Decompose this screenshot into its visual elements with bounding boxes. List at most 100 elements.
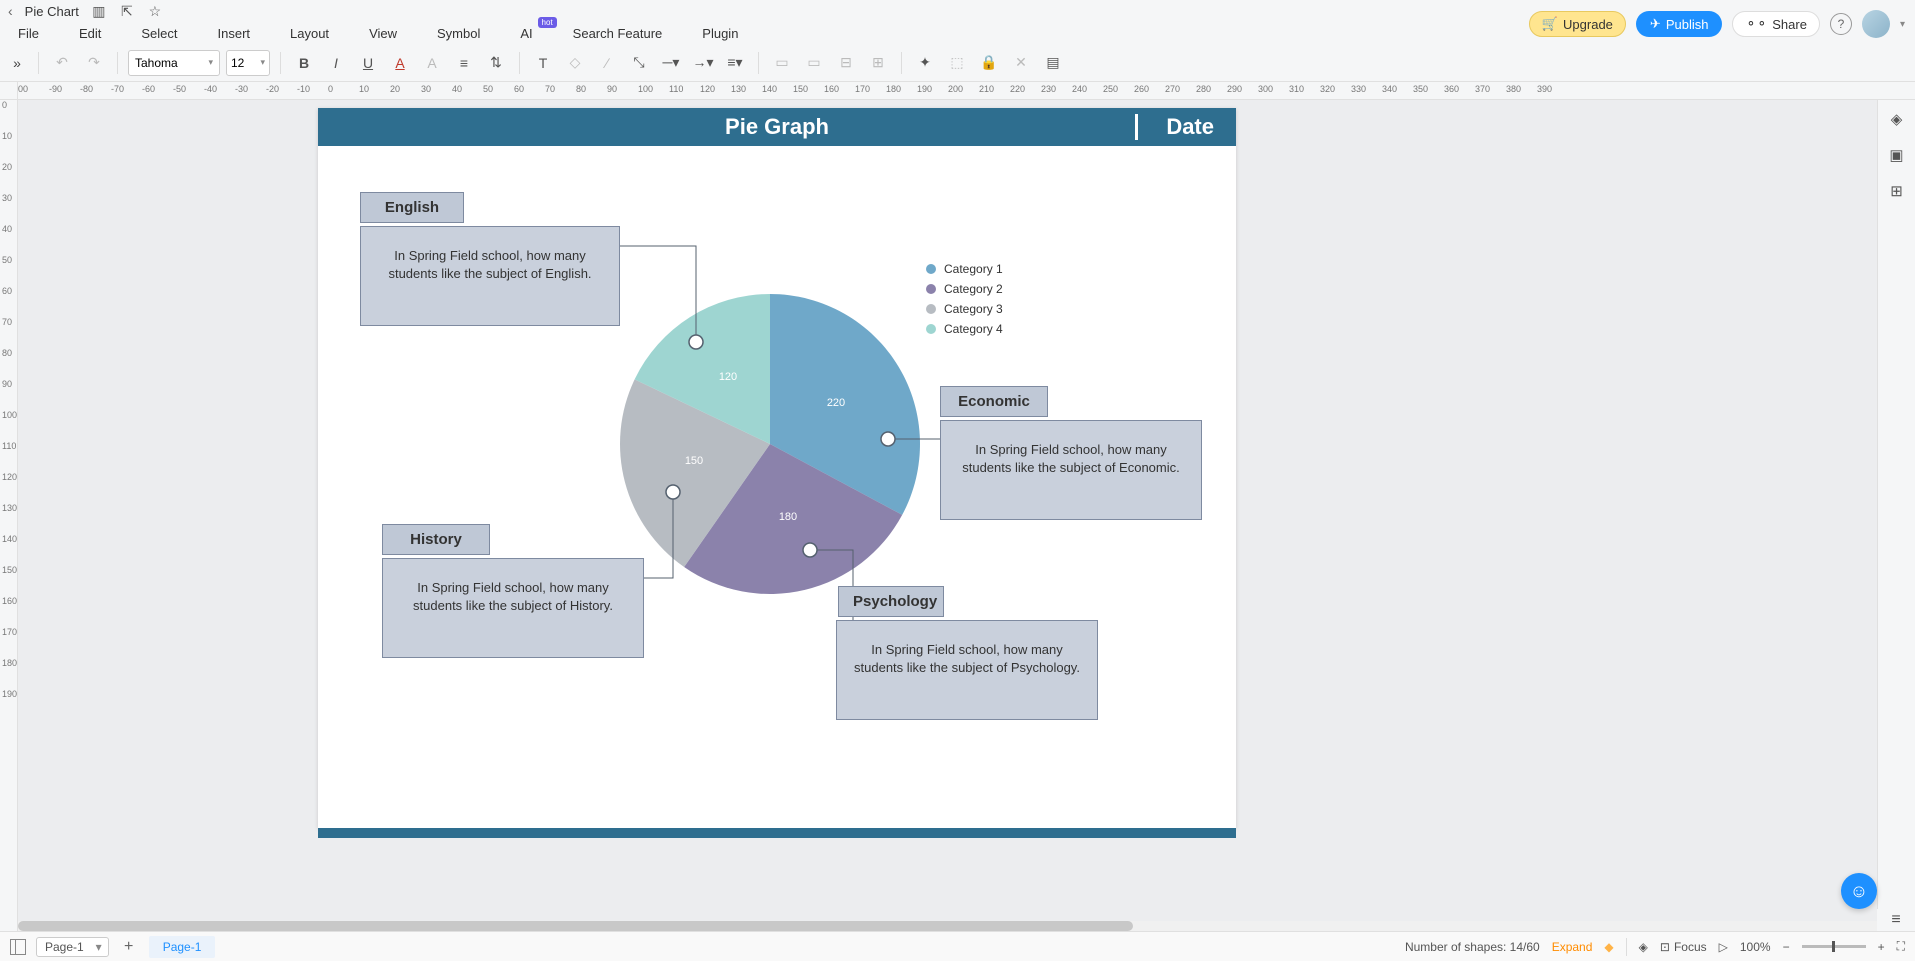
canvas[interactable]: Pie Graph Date 220180150120 Category 1Ca…	[18, 100, 1877, 931]
menu-layout[interactable]: Layout	[284, 24, 335, 43]
callout-body-psychology[interactable]: In Spring Field school, how many student…	[836, 620, 1098, 720]
send-back-icon[interactable]: ▭	[801, 50, 827, 76]
right-sidebar: ◈ ▣ ⊞	[1877, 100, 1915, 931]
zoom-level[interactable]: 100%	[1740, 940, 1771, 954]
callout-title-economic[interactable]: Economic	[940, 386, 1048, 417]
page-title: Pie Graph	[725, 114, 829, 140]
focus-icon: ⊡	[1660, 940, 1670, 954]
upgrade-button[interactable]: 🛒Upgrade	[1529, 11, 1626, 37]
cursor-tool-icon[interactable]: ◈	[1886, 108, 1908, 130]
fullscreen-icon[interactable]: ⛶	[1897, 939, 1905, 954]
menu-symbol[interactable]: Symbol	[431, 24, 486, 43]
page[interactable]: Pie Graph Date 220180150120 Category 1Ca…	[318, 108, 1236, 828]
horizontal-scrollbar[interactable]	[18, 921, 1877, 931]
user-avatar[interactable]	[1862, 10, 1890, 38]
menu-insert[interactable]: Insert	[212, 24, 257, 43]
pie-value-label: 150	[685, 455, 703, 467]
callout-title-english[interactable]: English	[360, 192, 464, 223]
shapes-panel-icon[interactable]: ▣	[1886, 144, 1908, 166]
share-label: Share	[1772, 17, 1807, 32]
zoom-slider[interactable]	[1802, 945, 1866, 948]
export-icon[interactable]: ⇱	[119, 3, 135, 20]
arrow-style-icon[interactable]: →▾	[690, 50, 716, 76]
legend-color-icon	[926, 324, 936, 334]
back-icon[interactable]: ‹	[8, 3, 13, 19]
user-menu-caret-icon[interactable]: ▾	[1900, 19, 1905, 30]
legend-color-icon	[926, 264, 936, 274]
layers-icon[interactable]: ◈	[1639, 940, 1648, 954]
effects-icon[interactable]: ✦	[912, 50, 938, 76]
save-icon[interactable]: ▥	[91, 3, 107, 20]
publish-button[interactable]: ✈Publish	[1636, 11, 1723, 37]
italic-icon[interactable]: I	[323, 50, 349, 76]
toolbar: » ↶ ↷ Tahoma▾ 12▾ B I U A A ≡ ⇅ T ◇ ∕ ⤡ …	[0, 44, 1915, 82]
focus-mode[interactable]: ⊡ Focus	[1660, 940, 1707, 954]
line-weight-icon[interactable]: ≡▾	[722, 50, 748, 76]
align-icon[interactable]: ≡	[451, 50, 477, 76]
bottom-bar: Page-1 + Page-1 Number of shapes: 14/60 …	[0, 931, 1915, 961]
publish-label: Publish	[1666, 17, 1709, 32]
callout-body-economic[interactable]: In Spring Field school, how many student…	[940, 420, 1202, 520]
legend-item: Category 1	[926, 262, 1003, 276]
callout-body-english[interactable]: In Spring Field school, how many student…	[360, 226, 620, 326]
expand-panel-icon[interactable]: »	[6, 52, 28, 74]
legend-label: Category 1	[944, 262, 1003, 276]
legend-item: Category 2	[926, 282, 1003, 296]
crop-icon[interactable]: ⬚	[944, 50, 970, 76]
underline-icon[interactable]: U	[355, 50, 381, 76]
font-size-select[interactable]: 12▾	[226, 50, 270, 76]
menu-edit[interactable]: Edit	[73, 24, 107, 43]
callout-title-history[interactable]: History	[382, 524, 490, 555]
lock-icon[interactable]: 🔒	[976, 50, 1002, 76]
pie-value-label: 220	[827, 397, 845, 409]
bold-icon[interactable]: B	[291, 50, 317, 76]
collapse-panel-icon[interactable]: ≡	[1877, 909, 1915, 931]
connector-icon[interactable]: ⤡	[626, 50, 652, 76]
redo-icon[interactable]: ↷	[81, 50, 107, 76]
undo-icon[interactable]: ↶	[49, 50, 75, 76]
legend-label: Category 3	[944, 302, 1003, 316]
distribute-icon[interactable]: ⊞	[865, 50, 891, 76]
share-button[interactable]: ⚬⚬Share	[1732, 11, 1820, 37]
text-tool-icon[interactable]: T	[530, 50, 556, 76]
expand-link[interactable]: Expand	[1552, 940, 1593, 954]
font-select[interactable]: Tahoma▾	[128, 50, 220, 76]
callout-title-psychology[interactable]: Psychology	[838, 586, 944, 617]
help-icon[interactable]: ?	[1830, 13, 1852, 35]
page-select[interactable]: Page-1	[36, 937, 109, 957]
menu-search-feature[interactable]: Search Feature	[567, 24, 669, 43]
bring-front-icon[interactable]: ▭	[769, 50, 795, 76]
legend-item: Category 3	[926, 302, 1003, 316]
fill-icon[interactable]: ◇	[562, 50, 588, 76]
chat-assistant-icon[interactable]: ☺	[1841, 873, 1877, 909]
connector-dot	[666, 485, 680, 499]
font-size: 12	[231, 56, 244, 70]
page-date: Date	[1166, 114, 1214, 140]
presentation-icon[interactable]: ▷	[1719, 940, 1728, 954]
menu-ai[interactable]: AIhot	[514, 24, 538, 43]
panel-icon[interactable]: ▤	[1040, 50, 1066, 76]
menu-select[interactable]: Select	[135, 24, 183, 43]
zoom-in-icon[interactable]: +	[1878, 940, 1885, 954]
scrollbar-thumb[interactable]	[18, 921, 1133, 931]
font-color-icon[interactable]: A	[387, 50, 413, 76]
highlight-icon[interactable]: A	[419, 50, 445, 76]
callout-body-history[interactable]: In Spring Field school, how many student…	[382, 558, 644, 658]
page-layout-icon[interactable]	[10, 939, 26, 955]
line-color-icon[interactable]: ∕	[594, 50, 620, 76]
page-tab[interactable]: Page-1	[149, 936, 216, 958]
menu-view[interactable]: View	[363, 24, 403, 43]
grid-panel-icon[interactable]: ⊞	[1886, 180, 1908, 202]
align-objects-icon[interactable]: ⊟	[833, 50, 859, 76]
diamond-icon: ◆	[1604, 940, 1613, 954]
line-style-icon[interactable]: ─▾	[658, 50, 684, 76]
legend: Category 1Category 2Category 3Category 4	[926, 262, 1003, 342]
menu-plugin[interactable]: Plugin	[696, 24, 744, 43]
tools-icon[interactable]: ✕	[1008, 50, 1034, 76]
menu-file[interactable]: File	[12, 24, 45, 43]
legend-color-icon	[926, 304, 936, 314]
zoom-out-icon[interactable]: −	[1783, 940, 1790, 954]
add-page-icon[interactable]: +	[119, 937, 139, 957]
line-spacing-icon[interactable]: ⇅	[483, 50, 509, 76]
star-icon[interactable]: ☆	[147, 3, 163, 20]
